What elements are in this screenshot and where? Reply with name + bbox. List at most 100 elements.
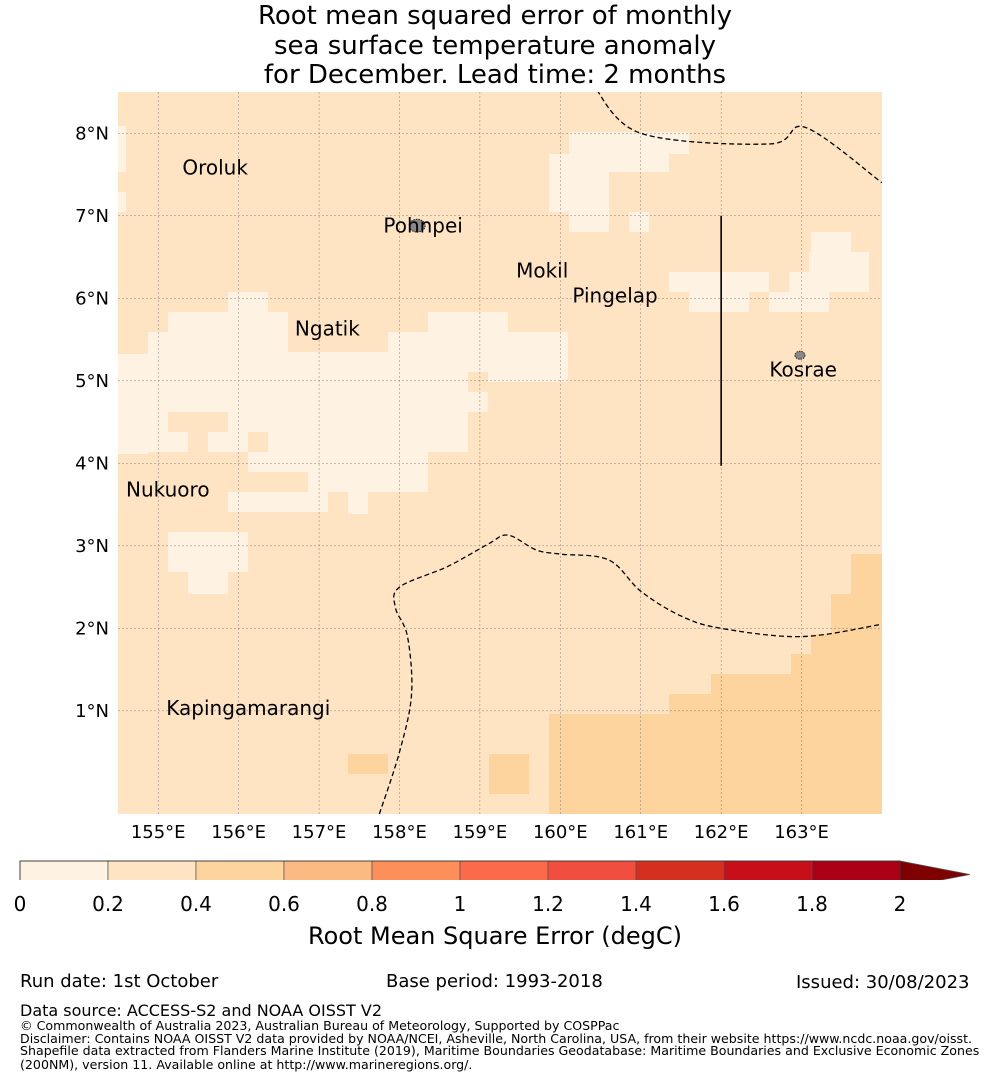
colorbar-title: Root Mean Square Error (degC)	[308, 922, 682, 950]
disclaimer-line-3: (200NM), version 11. Available online at…	[20, 1057, 473, 1072]
disclaimer-line-1: Disclaimer: Contains NOAA OISST V2 data …	[20, 1031, 973, 1046]
rmse-low-cell	[268, 312, 288, 352]
rmse-low-cell	[769, 292, 829, 312]
y-tick-label: 6°N	[75, 288, 109, 309]
place-label: Pohnpei	[383, 213, 463, 237]
place-label: Nukuoro	[126, 477, 210, 501]
colorbar-segment	[371, 860, 461, 880]
rmse-low-cell	[488, 372, 568, 382]
rmse-low-cell	[228, 292, 268, 352]
colorbar-tick-label: 0.2	[92, 892, 124, 916]
x-tick-label: 155°E	[131, 822, 186, 843]
eez-boundary-line	[597, 92, 882, 184]
colorbar-segment	[283, 860, 373, 880]
colorbar-outline	[19, 860, 901, 880]
rmse-low-cell	[308, 452, 428, 492]
rmse-high-cell	[851, 554, 882, 594]
colorbar-segment	[459, 860, 549, 880]
colorbar-segment	[107, 860, 197, 880]
island-kosrae	[794, 350, 806, 360]
x-tick-label: 159°E	[453, 822, 508, 843]
rmse-low-cell	[569, 172, 609, 232]
colorbar-tick-label: 0.4	[180, 892, 212, 916]
x-tick-label: 157°E	[292, 822, 347, 843]
rmse-high-cell	[811, 634, 882, 654]
rmse-low-cell	[188, 572, 228, 594]
rmse-low-cell	[669, 272, 769, 292]
colorbar-segment	[811, 860, 901, 880]
place-label: Mokil	[516, 259, 568, 283]
rmse-low-cell	[348, 492, 368, 514]
colorbar-extension	[899, 860, 971, 880]
colorbar-segment	[547, 860, 637, 880]
disclaimer-line-2: Shapefile data extracted from Flanders M…	[20, 1043, 980, 1058]
rmse-low-cell	[569, 132, 689, 154]
colorbar-segment	[195, 860, 285, 880]
x-tick-label: 162°E	[694, 822, 749, 843]
rmse-low-cell	[789, 272, 869, 292]
rmse-low-cell	[689, 292, 749, 312]
y-tick-label: 1°N	[75, 701, 109, 722]
place-label: Kapingamarangi	[166, 696, 330, 720]
rmse-low-cell	[118, 192, 126, 212]
x-tick-label: 156°E	[211, 822, 266, 843]
rmse-high-cell	[831, 594, 882, 634]
copyright: © Commonwealth of Australia 2023, Austra…	[20, 1018, 620, 1033]
issued-date: Issued: 30/08/2023	[796, 972, 970, 993]
rmse-high-cell	[669, 694, 882, 714]
x-tick-label: 160°E	[533, 822, 588, 843]
y-tick-label: 8°N	[75, 123, 109, 144]
y-tick-label: 2°N	[75, 618, 109, 639]
colorbar-segment	[19, 860, 109, 880]
place-label: Oroluk	[182, 156, 248, 180]
title-line-2: sea surface temperature anomaly	[274, 30, 716, 61]
y-tick-label: 5°N	[75, 371, 109, 392]
colorbar-tick-label: 0.8	[356, 892, 388, 916]
place-label: Kosrae	[769, 358, 837, 382]
x-tick-label: 158°E	[372, 822, 427, 843]
rmse-high-cell	[711, 674, 882, 694]
rmse-low-cell	[569, 154, 669, 172]
rmse-low-cell	[468, 332, 568, 372]
rmse-high-cell	[348, 754, 388, 774]
data-source: Data source: ACCESS-S2 and NOAA OISST V2	[20, 1001, 383, 1020]
run-date: Run date: 1st October	[20, 971, 219, 992]
rmse-low-cell	[549, 154, 569, 212]
rmse-low-cell	[208, 432, 248, 452]
x-tick-label: 163°E	[774, 822, 829, 843]
colorbar-tick-label: 1	[453, 892, 467, 916]
colorbar-segment	[635, 860, 725, 880]
rmse-low-cell	[468, 392, 488, 412]
rmse-high-cell	[549, 714, 882, 814]
rmse-low-cell	[809, 252, 869, 272]
colorbar-tick-label: 0	[13, 892, 27, 916]
title-line-3: for December. Lead time: 2 months	[263, 60, 727, 90]
y-tick-label: 4°N	[75, 453, 109, 474]
rmse-low-cell	[168, 532, 248, 572]
chart-title: Root mean squared error of monthly sea s…	[0, 1, 990, 91]
rmse-low-cell	[168, 312, 228, 412]
colorbar-tick-label: 1.2	[532, 892, 564, 916]
rmse-low-cell	[148, 432, 188, 452]
colorbar-tick-label: 1.4	[620, 892, 652, 916]
rmse-low-cell	[248, 452, 308, 472]
colorbar-tick-label: 2	[893, 892, 907, 916]
y-tick-label: 3°N	[75, 536, 109, 557]
rmse-low-cell	[811, 232, 851, 252]
island-pohnpei	[408, 218, 426, 233]
rmse-low-cell	[118, 354, 148, 454]
colorbar-tick-label: 0.6	[268, 892, 300, 916]
title-line-1: Root mean squared error of monthly	[257, 1, 733, 31]
base-period: Base period: 1993-2018	[386, 971, 603, 992]
y-tick-label: 7°N	[75, 206, 109, 227]
rmse-low-cell	[118, 126, 126, 172]
place-label: Ngatik	[295, 316, 360, 340]
rmse-low-cell	[629, 212, 649, 232]
place-label: Pingelap	[572, 283, 657, 307]
colorbar-tick-label: 1.6	[708, 892, 740, 916]
rmse-low-cell	[228, 492, 328, 512]
colorbar-segment	[723, 860, 813, 880]
rmse-high-cell	[489, 754, 529, 794]
rmse-low-cell	[388, 352, 468, 412]
